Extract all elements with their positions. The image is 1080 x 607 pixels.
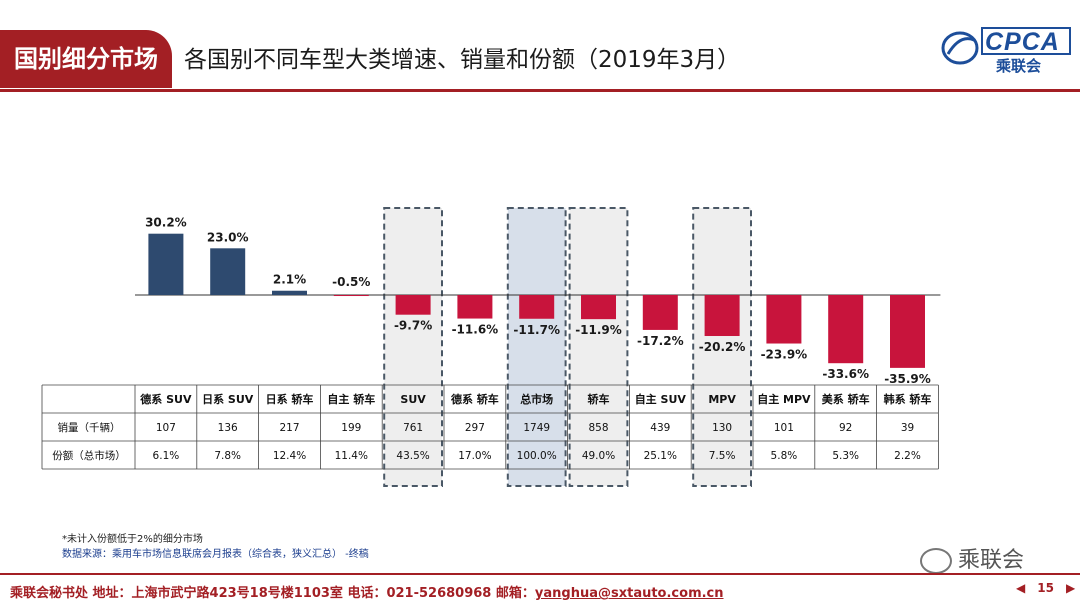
category-label: 总市场: [520, 392, 553, 406]
data-label: -11.6%: [452, 323, 499, 337]
table-cell: 199: [341, 422, 361, 434]
table-cell: 136: [218, 422, 238, 434]
data-label: -35.9%: [884, 372, 931, 386]
pager: ◀ 15 ▶: [1010, 581, 1080, 595]
category-label: 自主 MPV: [757, 392, 811, 406]
data-label: 2.1%: [273, 273, 306, 287]
table-cell: 100.0%: [517, 450, 557, 462]
header: 国别细分市场 各国别不同车型大类增速、销量和份额（2019年3月） CPCA 乘…: [0, 0, 1080, 92]
footer-email-link[interactable]: yanghua@sxtauto.com.cn: [534, 586, 724, 601]
table-cell: 858: [588, 422, 608, 434]
cpca-logo-icon: [941, 27, 1071, 65]
table-cell: 11.4%: [335, 450, 368, 462]
category-label: 日系 轿车: [266, 392, 314, 406]
wechat-icon: [920, 548, 952, 574]
table-cell: 17.0%: [458, 450, 491, 462]
bar: [148, 233, 184, 295]
category-label: 自主 SUV: [635, 392, 687, 406]
highlight-box: [506, 207, 567, 487]
table-cell: 12.4%: [273, 450, 306, 462]
section-tag: 国别细分市场: [0, 30, 172, 88]
data-label: -33.6%: [822, 367, 869, 381]
table-cell: 49.0%: [582, 450, 615, 462]
data-label: -11.7%: [513, 323, 560, 337]
footer-rule: [0, 573, 1080, 575]
table-cell: 7.8%: [214, 450, 241, 462]
header-rule: [0, 89, 1080, 92]
bar: [890, 295, 925, 368]
highlight-box: [692, 207, 753, 487]
data-label: -9.7%: [394, 319, 432, 333]
next-page-icon[interactable]: ▶: [1065, 581, 1076, 595]
table-cell: 43.5%: [396, 450, 429, 462]
category-label: 日系 SUV: [202, 392, 254, 406]
bar: [581, 295, 616, 320]
data-label: -17.2%: [637, 334, 684, 348]
row-header: 销量（千辆）: [58, 421, 121, 434]
data-label: 30.2%: [145, 216, 187, 230]
table-cell: 101: [774, 422, 794, 434]
bar: [766, 295, 802, 344]
page-title: 各国别不同车型大类增速、销量和份额（2019年3月）: [184, 47, 741, 73]
footnote: *未计入份额低于2%的细分市场: [62, 534, 203, 545]
table-cell: 297: [465, 422, 485, 434]
category-label: 自主 轿车: [327, 392, 375, 406]
category-label: 德系 SUV: [139, 392, 192, 406]
table-cell: 130: [712, 422, 732, 434]
bar: [642, 295, 678, 330]
category-label: MPV: [708, 393, 736, 406]
bar: [210, 248, 246, 295]
table-cell: 2.2%: [894, 450, 921, 462]
bar: [395, 295, 431, 315]
data-source-note: 数据来源：乘用车市场信息联席会月报表（综合表，狭义汇总） -终稿: [62, 549, 369, 560]
table-cell: 1749: [523, 422, 550, 434]
category-label: 德系 轿车: [450, 392, 499, 406]
category-label: 韩系 轿车: [884, 392, 932, 406]
watermark-text: 乘联会: [958, 548, 1025, 573]
data-label: -20.2%: [699, 340, 746, 354]
table-cell: 92: [839, 422, 852, 434]
table-cell: 761: [403, 422, 423, 434]
bar: [457, 295, 493, 319]
table-cell: 7.5%: [709, 450, 736, 462]
prev-page-icon[interactable]: ◀: [1016, 581, 1026, 595]
category-label: 美系 轿车: [822, 392, 870, 406]
bar: [272, 290, 307, 295]
bar: [704, 295, 740, 337]
footer-text: 乘联会秘书处 地址：上海市武宁路423号18号楼1103室 电话：021-526…: [10, 586, 535, 601]
logo-text: CPCA: [985, 28, 1060, 56]
data-label: -11.9%: [575, 323, 622, 337]
table-cell: 217: [279, 422, 299, 434]
footer-contact: 乘联会秘书处 地址：上海市武宁路423号18号楼1103室 电话：021-526…: [10, 582, 724, 601]
data-label: -23.9%: [761, 348, 808, 362]
category-label: 轿车: [588, 392, 610, 406]
logo-subtitle: 乘联会: [996, 57, 1042, 75]
highlight-box: [383, 207, 444, 487]
table-cell: 39: [901, 422, 914, 434]
table-cell: 107: [156, 422, 176, 434]
data-label: 23.0%: [207, 230, 249, 244]
category-label: SUV: [400, 393, 426, 406]
bar: [519, 295, 555, 319]
table-cell: 439: [650, 422, 670, 434]
table-cell: 6.1%: [153, 450, 180, 462]
row-header: 份额（总市场）: [52, 449, 126, 462]
bar: [333, 295, 369, 297]
table-cell: 25.1%: [644, 450, 677, 462]
table-cell: 5.3%: [832, 450, 859, 462]
wechat-watermark: 乘联会: [920, 542, 1024, 574]
bar: [828, 295, 864, 364]
highlight-box: [568, 207, 629, 487]
page-number: 15: [1037, 581, 1054, 595]
data-label: -0.5%: [332, 275, 370, 289]
table-cell: 5.8%: [771, 450, 798, 462]
